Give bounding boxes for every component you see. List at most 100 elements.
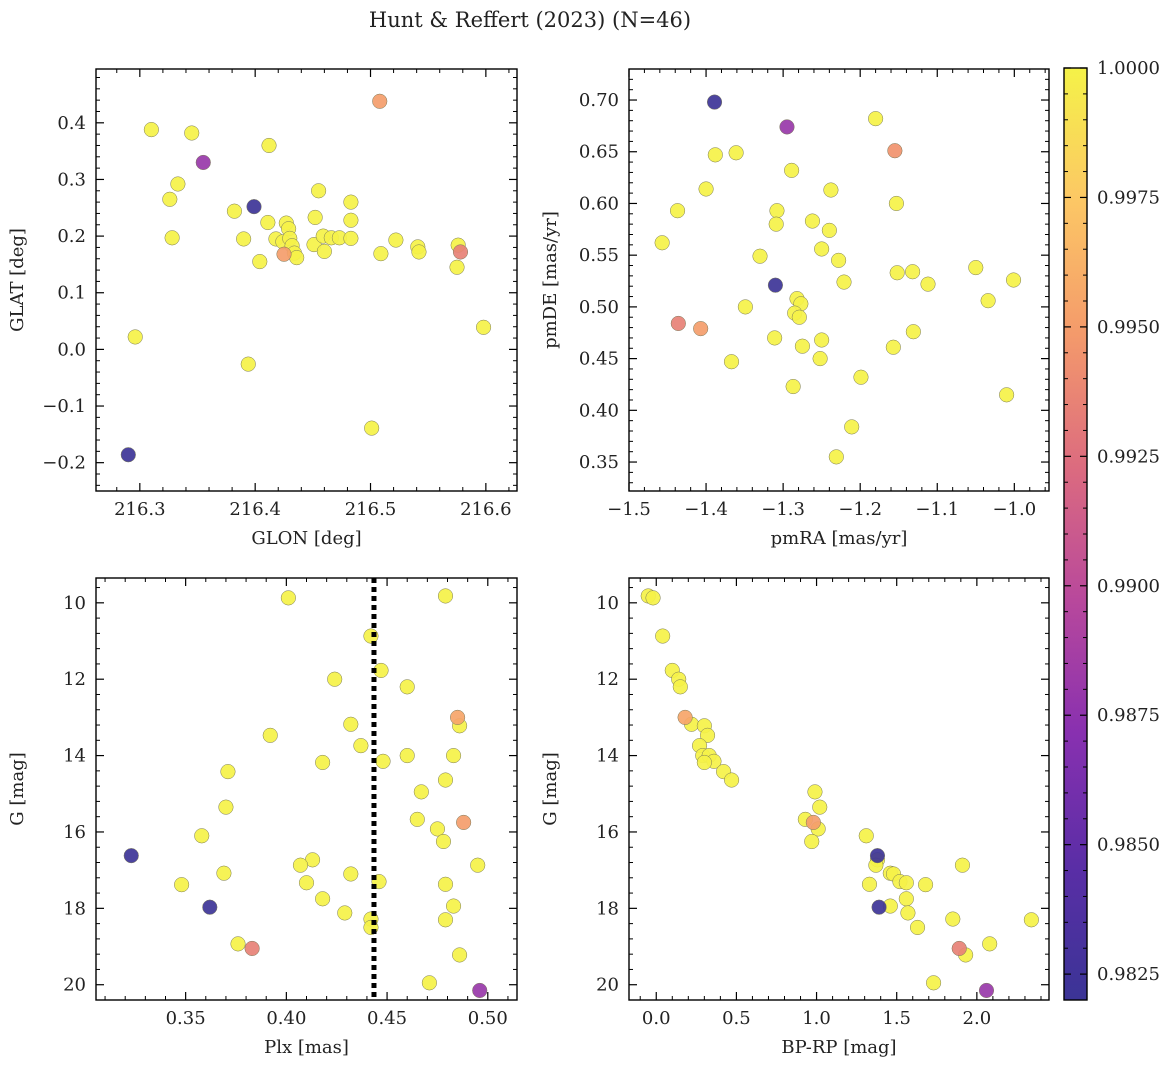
colorbar-tick-label: 1.0000 xyxy=(1097,58,1160,79)
axes-frame xyxy=(95,68,518,492)
scatter-point xyxy=(978,982,995,999)
x-tick-label: 0.45 xyxy=(367,1008,407,1029)
x-tick-label: −1.4 xyxy=(684,499,728,520)
y-tick-label: 0.2 xyxy=(57,226,86,247)
x-tick-label: 0.50 xyxy=(468,1008,508,1029)
y-tick-label: −0.1 xyxy=(42,396,86,417)
scatter-point xyxy=(737,299,753,315)
x-tick-label: 1.0 xyxy=(802,1008,831,1029)
y-tick-label: 0.1 xyxy=(57,283,86,304)
colorbar-tick-label: 0.9950 xyxy=(1097,317,1160,338)
scatter-point xyxy=(823,182,839,198)
y-tick-label: 12 xyxy=(596,669,619,690)
scatter-points xyxy=(640,588,1039,999)
scatter-point xyxy=(954,857,970,873)
figure-title: Hunt & Reffert (2023) (N=46) xyxy=(369,8,691,32)
scatter-point xyxy=(216,865,232,881)
x-tick-label: −1.2 xyxy=(838,499,882,520)
scatter-point xyxy=(696,754,712,771)
scatter-point xyxy=(315,891,331,907)
scatter-point xyxy=(945,911,961,927)
scatter-point xyxy=(812,351,828,367)
scatter-point xyxy=(861,876,878,892)
scatter-point xyxy=(807,784,823,800)
scatter-point xyxy=(699,727,716,743)
scatter-point xyxy=(698,181,714,197)
x-tick-label: −1.1 xyxy=(915,499,959,520)
y-tick-label: 0.0 xyxy=(57,339,86,360)
scatter-point xyxy=(898,891,914,907)
y-tick-label: 0.50 xyxy=(579,297,619,318)
scatter-point xyxy=(246,199,262,215)
scatter-point xyxy=(307,209,323,225)
y-tick-label: 0.35 xyxy=(579,452,619,473)
scatter-point xyxy=(445,748,462,764)
scatter-point xyxy=(123,848,139,864)
y-axis-label: pmDE [mas/yr] xyxy=(540,211,561,349)
colorbar-tick-label: 0.9900 xyxy=(1097,576,1160,597)
scatter-point xyxy=(968,260,984,276)
y-axis-label: GLAT [deg] xyxy=(7,228,28,332)
x-tick-label: 0.0 xyxy=(642,1008,671,1029)
scatter-point xyxy=(752,248,768,264)
x-axis-label: GLON [deg] xyxy=(251,528,361,549)
scatter-point xyxy=(814,332,830,348)
scatter-point xyxy=(858,828,874,844)
scatter-point xyxy=(450,709,466,725)
x-tick-label: −1.0 xyxy=(992,499,1036,520)
x-tick-label: 1.5 xyxy=(882,1008,911,1029)
scatter-point xyxy=(794,338,810,354)
y-tick-label: 18 xyxy=(63,898,86,919)
scatter-point xyxy=(437,588,454,604)
scatter-point xyxy=(120,447,136,463)
x-tick-label: 0.5 xyxy=(722,1008,751,1029)
scatter-point xyxy=(162,191,178,207)
scatter-point xyxy=(918,877,934,893)
scatter-point xyxy=(202,899,218,915)
scatter-point xyxy=(456,814,472,830)
scatter-point xyxy=(909,919,926,935)
scatter-point xyxy=(236,231,252,247)
scatter-point xyxy=(1023,912,1039,928)
scatter-point xyxy=(327,671,343,687)
y-tick-label: 0.65 xyxy=(579,142,619,163)
scatter-point xyxy=(804,213,820,229)
scatter-point xyxy=(261,137,277,154)
scatter-point xyxy=(693,321,709,337)
scatter-point xyxy=(372,93,388,109)
scatter-point xyxy=(767,277,783,293)
scatter-point xyxy=(723,354,740,370)
scatter-point xyxy=(194,828,210,844)
scatter-point xyxy=(812,799,828,815)
scatter-point xyxy=(920,276,936,292)
scatter-point xyxy=(670,315,686,331)
scatter-points xyxy=(123,588,488,999)
scatter-point xyxy=(298,875,315,891)
y-tick-label: 0.60 xyxy=(579,193,619,214)
scatter-point xyxy=(853,369,869,385)
scatter-point xyxy=(170,176,186,192)
scatter-point xyxy=(905,264,921,280)
scatter-point xyxy=(292,857,309,873)
scatter-point xyxy=(900,905,916,921)
colorbar-tick-label: 0.9850 xyxy=(1097,835,1160,856)
scatter-point xyxy=(982,936,998,952)
scatter-point xyxy=(373,246,389,262)
x-axis-label: BP-RP [mag] xyxy=(781,1037,896,1058)
x-tick-label: −1.5 xyxy=(607,499,651,520)
scatter-point xyxy=(421,975,437,991)
y-tick-label: 10 xyxy=(596,593,619,614)
scatter-point xyxy=(252,254,268,270)
scatter-point xyxy=(804,833,820,850)
y-axis-label: G [mag] xyxy=(7,752,28,825)
scatter-point xyxy=(244,940,260,956)
scatter-point xyxy=(240,356,256,372)
scatter-point xyxy=(999,387,1015,403)
scatter-point xyxy=(409,811,425,827)
scatter-point xyxy=(364,420,380,436)
x-tick-label: 0.35 xyxy=(166,1008,206,1029)
scatter-point xyxy=(785,378,801,395)
colorbar: 0.9825 0.9850 0.9875 0.9900 0.9925 0.9950 0.99… xyxy=(1063,58,1160,1001)
scatter-point xyxy=(868,111,884,127)
